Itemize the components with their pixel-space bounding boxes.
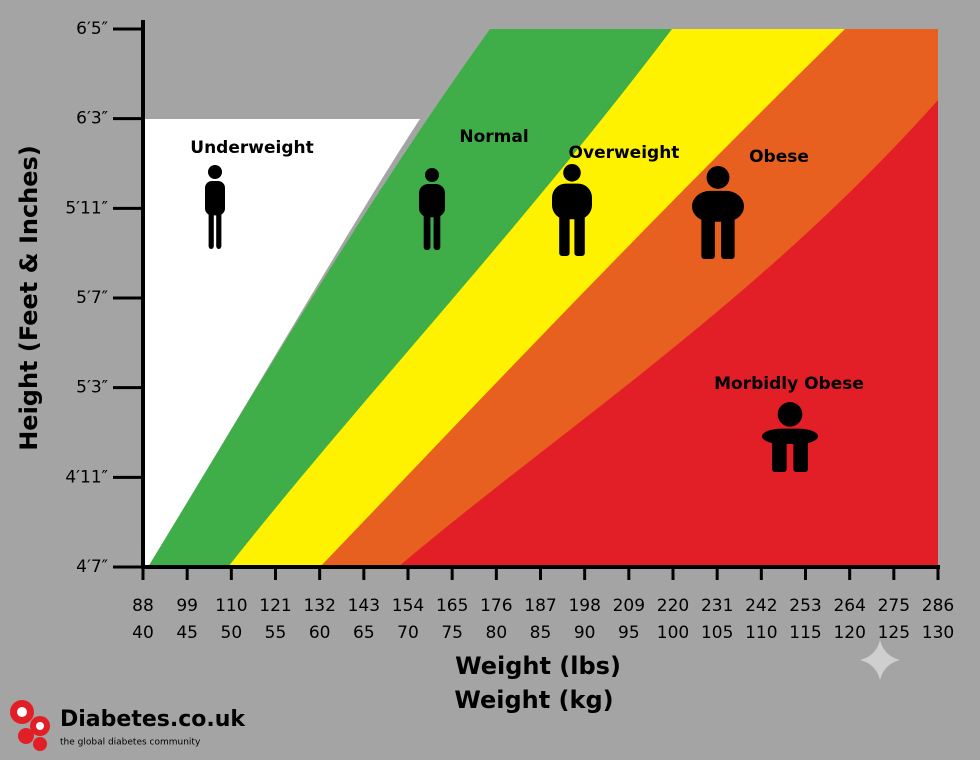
plot-area: Underweight Normal Overweight Obese Morbidly… <box>65 19 954 643</box>
person-body <box>205 181 225 216</box>
x-tick-label: 275 <box>878 596 910 616</box>
person-icon <box>205 165 225 249</box>
y-tick-label: 6′3″ <box>76 109 108 129</box>
x2-tick-label: 80 <box>486 623 508 643</box>
logo-circle <box>18 728 34 744</box>
logo-circle <box>17 707 27 717</box>
person-body <box>762 428 818 444</box>
x2-tick-label: 70 <box>397 623 419 643</box>
person-leg <box>216 211 222 249</box>
x2-tick-label: 65 <box>353 623 375 643</box>
person-body <box>552 183 592 220</box>
x-tick-label: 132 <box>303 596 335 616</box>
person-leg <box>208 211 214 249</box>
zone-label: Morbidly Obese <box>714 374 864 394</box>
x-tick-label: 209 <box>613 596 645 616</box>
x2-tick-label: 95 <box>618 623 640 643</box>
x-tick-label: 220 <box>657 596 689 616</box>
y-tick-label: 5′3″ <box>76 378 108 398</box>
x2-tick-label: 130 <box>922 623 954 643</box>
x-tick-label: 253 <box>789 596 821 616</box>
person-icon <box>552 164 592 256</box>
person-icon <box>762 402 818 472</box>
y-tick-label: 4′11″ <box>65 467 108 487</box>
x2-tick-label: 60 <box>309 623 331 643</box>
x2-tick-label: 110 <box>745 623 777 643</box>
y-tick-label: 5′11″ <box>65 198 108 218</box>
x2-tick-label: 125 <box>878 623 910 643</box>
x2-tick-label: 105 <box>701 623 733 643</box>
x-tick-label: 121 <box>259 596 291 616</box>
x2-tick-label: 50 <box>221 623 243 643</box>
person-leg <box>433 213 441 250</box>
brand-name: Diabetes.co.uk <box>60 707 246 732</box>
x-tick-label: 99 <box>176 596 198 616</box>
person-head <box>706 166 730 189</box>
sparkle-icon <box>860 640 900 680</box>
person-head <box>208 165 222 179</box>
x-tick-label: 165 <box>436 596 468 616</box>
y-axis-title: Height (Feet & Inches) <box>15 145 43 451</box>
person-leg <box>721 217 735 259</box>
x-tick-label: 88 <box>132 596 154 616</box>
x-tick-label: 110 <box>215 596 247 616</box>
logo: Diabetes.co.uk the global diabetes commu… <box>10 700 246 751</box>
y-tick-label: 6′5″ <box>76 19 108 39</box>
x-tick-label: 242 <box>745 596 777 616</box>
x2-tick-label: 75 <box>441 623 463 643</box>
x2-axis-title: Weight (kg) <box>454 686 613 714</box>
person-leg <box>701 217 715 259</box>
person-head <box>777 402 803 427</box>
person-head <box>425 168 439 182</box>
x2-tick-label: 45 <box>176 623 198 643</box>
zone-label: Normal <box>459 127 528 147</box>
y-tick-label: 5′7″ <box>76 288 108 308</box>
person-icon <box>692 166 744 259</box>
x-tick-label: 154 <box>392 596 424 616</box>
x2-tick-label: 90 <box>574 623 596 643</box>
x2-tick-label: 55 <box>265 623 287 643</box>
zone-label: Underweight <box>190 138 313 158</box>
logo-circle <box>36 722 44 730</box>
person-leg <box>574 215 585 256</box>
figures <box>205 164 818 472</box>
x-tick-label: 264 <box>833 596 865 616</box>
x-tick-label: 187 <box>524 596 556 616</box>
person-leg <box>423 213 431 250</box>
x-tick-label: 143 <box>348 596 380 616</box>
brand-tagline: the global diabetes community <box>60 738 201 748</box>
zone-label: Obese <box>749 147 809 167</box>
x2-tick-label: 100 <box>657 623 689 643</box>
person-leg <box>772 440 787 472</box>
x-tick-label: 231 <box>701 596 733 616</box>
zone-label: Overweight <box>569 143 680 163</box>
person-leg <box>793 440 808 472</box>
x2-tick-label: 40 <box>132 623 154 643</box>
x-tick-label: 286 <box>922 596 954 616</box>
x-axis-title: Weight (lbs) <box>455 652 621 680</box>
person-body <box>692 190 744 222</box>
logo-circle <box>33 737 47 751</box>
x-tick-label: 198 <box>568 596 600 616</box>
x2-tick-label: 115 <box>789 623 821 643</box>
x-tick-label: 176 <box>480 596 512 616</box>
person-icon <box>419 168 445 250</box>
person-leg <box>559 215 570 256</box>
x2-tick-label: 85 <box>530 623 552 643</box>
x2-tick-label: 120 <box>833 623 865 643</box>
person-body <box>419 184 445 218</box>
y-tick-label: 4′7″ <box>76 557 108 577</box>
person-head <box>563 164 581 182</box>
